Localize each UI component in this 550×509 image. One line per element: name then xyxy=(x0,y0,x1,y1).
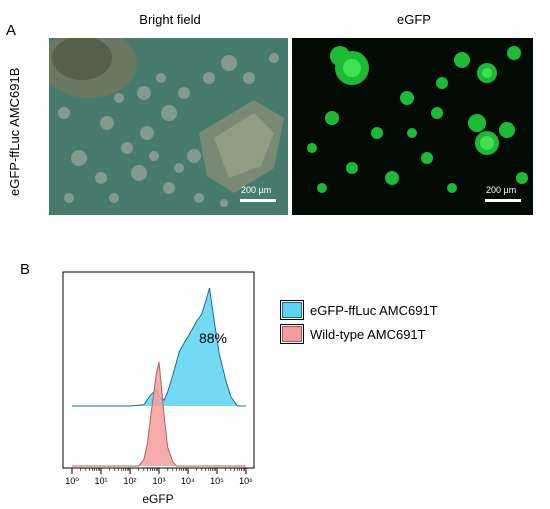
x-axis-label: eGFP xyxy=(142,492,173,506)
histogram-area-series-1 xyxy=(72,362,246,466)
x-tick-label: 10⁵ xyxy=(210,476,224,486)
x-tick-label: 10³ xyxy=(152,476,165,486)
percent-label: 88% xyxy=(199,330,227,346)
legend-label-egfp-ffluc: eGFP-ffLuc AMC691T xyxy=(310,302,438,318)
legend-swatch-cyan xyxy=(280,300,304,320)
histogram-area-series-0 xyxy=(72,288,246,406)
panel-b-letter: B xyxy=(20,261,31,278)
egfp-scale-bar xyxy=(485,199,521,202)
egfp-image: 200 µm xyxy=(292,38,533,215)
legend-swatch-pink xyxy=(280,324,304,344)
egfp-title: eGFP xyxy=(397,12,431,27)
legend-item-wild-type: Wild-type AMC691T xyxy=(280,324,426,344)
legend-label-wild-type: Wild-type AMC691T xyxy=(310,326,426,342)
bright-field-scale-bar xyxy=(240,199,276,202)
x-axis-minor-ticks xyxy=(80,468,245,471)
panel-a-letter: A xyxy=(6,22,17,39)
legend-item-egfp-ffluc: eGFP-ffLuc AMC691T xyxy=(280,300,438,320)
bright-field-scale-label: 200 µm xyxy=(241,185,272,195)
x-tick-label: 10⁴ xyxy=(181,476,195,486)
bright-field-title: Bright field xyxy=(139,12,201,27)
x-tick-label: 10⁰ xyxy=(65,476,79,486)
x-tick-label: 10⁶ xyxy=(239,476,253,486)
x-tick-label: 10¹ xyxy=(94,476,107,486)
egfp-scale-label: 200 µm xyxy=(486,185,517,195)
histogram-line-series-1 xyxy=(72,361,246,467)
histogram-line-series-0 xyxy=(72,287,246,407)
bright-field-image: 200 µm xyxy=(49,38,288,215)
x-tick-label: 10² xyxy=(123,476,136,486)
